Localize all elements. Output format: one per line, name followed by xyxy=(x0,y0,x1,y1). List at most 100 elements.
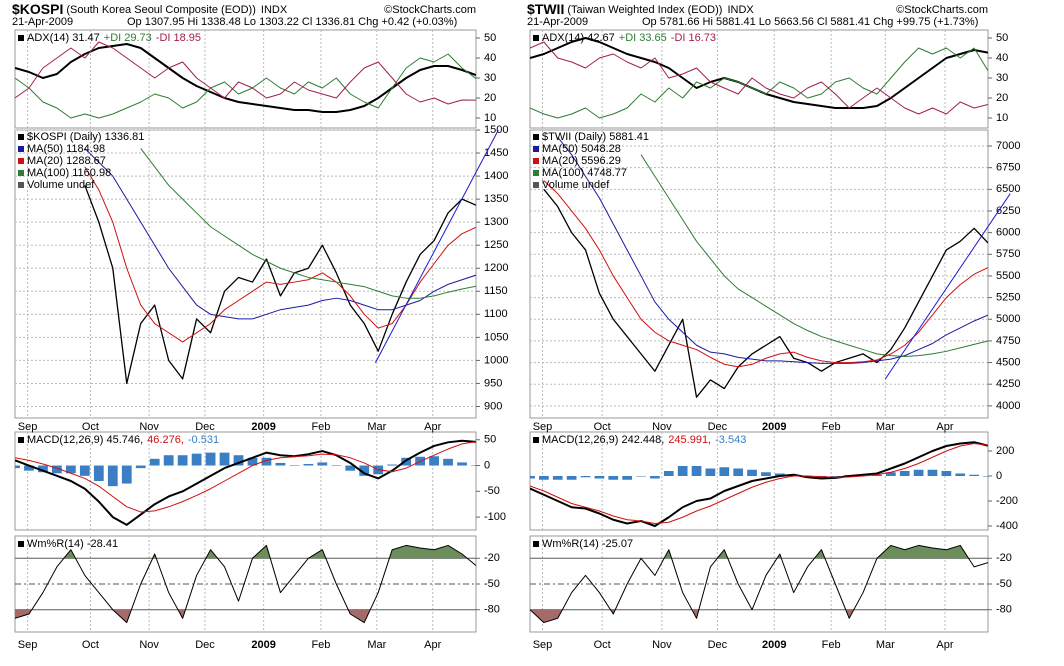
y-tick-label: 200 xyxy=(996,445,1014,457)
y-tick-label: 1450 xyxy=(484,147,508,159)
y-tick-label: 1000 xyxy=(484,354,508,366)
histogram-bar xyxy=(289,465,300,466)
legend: ADX(14) 42.67 +DI 33.65 -DI 16.73 xyxy=(542,32,716,44)
legend-entry: ADX(14) 31.47 xyxy=(27,32,100,44)
legend-entry: +DI 29.73 xyxy=(104,32,152,44)
histogram-bar xyxy=(733,468,744,476)
y-tick-label: -80 xyxy=(484,604,500,616)
legend-swatch xyxy=(18,182,24,188)
legend-swatch xyxy=(533,146,539,152)
panel-content xyxy=(84,148,476,385)
x-tick-label: Feb xyxy=(311,639,330,651)
legend-entry: MA(50) 5048.28 xyxy=(542,143,621,155)
series-line xyxy=(84,166,476,343)
series-line xyxy=(557,137,988,364)
histogram-bar xyxy=(761,472,771,476)
panel-content xyxy=(530,37,988,119)
histogram-bar xyxy=(163,455,174,466)
y-tick-label: 50 xyxy=(996,32,1008,44)
series-line xyxy=(640,154,988,358)
symbol: $KOSPI xyxy=(12,1,63,17)
histogram-bar xyxy=(566,476,577,480)
y-tick-label: -20 xyxy=(996,552,1012,564)
x-tick-label: Feb xyxy=(311,421,330,433)
legend-entry: $TWII (Daily) 5881.41 xyxy=(542,131,649,143)
legend-swatch xyxy=(18,170,24,176)
y-tick-label: 6000 xyxy=(996,227,1020,239)
y-tick-label: 0 xyxy=(484,459,490,471)
histogram-bar xyxy=(636,476,646,477)
histogram-bar xyxy=(247,457,258,466)
panel-frame xyxy=(14,431,477,531)
y-tick-label: -50 xyxy=(484,485,500,497)
y-tick-label: 900 xyxy=(484,400,502,412)
panel-content xyxy=(530,544,988,624)
x-tick-label: Nov xyxy=(652,421,672,433)
legend-swatch xyxy=(533,35,539,41)
x-tick-label: 2009 xyxy=(762,421,786,433)
date: 21-Apr-2009 xyxy=(12,16,73,28)
y-tick-label: 1150 xyxy=(484,285,508,297)
panel-content xyxy=(15,41,476,119)
trendline xyxy=(884,193,1011,380)
legend-entry: MA(50) 1184.98 xyxy=(27,143,105,155)
series-line xyxy=(15,53,476,119)
series-line xyxy=(530,47,988,119)
panel-frame xyxy=(529,431,989,531)
series-line xyxy=(84,148,476,320)
y-tick-label: 30 xyxy=(996,72,1008,84)
series-line xyxy=(84,185,476,385)
legend-swatch xyxy=(18,541,24,547)
histogram-bar xyxy=(955,473,966,476)
x-tick-label: Oct xyxy=(82,639,99,651)
index-name: (Taiwan Weighted Index (EOD)) xyxy=(567,4,722,16)
x-tick-label: Apr xyxy=(936,639,953,651)
histogram-bar xyxy=(191,453,202,466)
panel-frame xyxy=(529,129,989,419)
x-tick-label: Nov xyxy=(139,421,159,433)
legend-entry: $KOSPI (Daily) 1336.81 xyxy=(27,131,144,143)
series-line xyxy=(15,441,476,513)
histogram-bar xyxy=(705,468,716,476)
histogram-bar xyxy=(539,476,549,480)
legend-entry: MACD(12,26,9) 242.448, xyxy=(542,434,664,446)
x-tick-label: 2009 xyxy=(251,639,275,651)
series-line xyxy=(543,188,988,398)
x-tick-label: Dec xyxy=(708,421,728,433)
histogram-bar xyxy=(345,465,356,471)
x-tick-label: 2009 xyxy=(762,639,786,651)
y-tick-label: 1200 xyxy=(484,262,508,274)
histogram-bar xyxy=(471,465,476,467)
histogram-bar xyxy=(885,472,896,476)
histogram-bar xyxy=(677,466,688,476)
y-tick-label: 950 xyxy=(484,377,502,389)
x-tick-label: Sep xyxy=(18,639,38,651)
legend-entry: Volume undef xyxy=(27,179,95,191)
histogram-bar xyxy=(927,469,938,476)
panel-content xyxy=(530,441,988,527)
histogram-bar xyxy=(774,473,785,476)
legend-swatch xyxy=(18,437,24,443)
histogram-bar xyxy=(650,476,660,479)
panel-frame xyxy=(529,29,989,129)
oscillator-fill xyxy=(664,545,969,559)
y-tick-label: 40 xyxy=(996,52,1008,64)
histogram-bar xyxy=(317,462,328,466)
legend: MACD(12,26,9) 242.448, 245.991, -3.543 xyxy=(542,434,746,446)
y-tick-label: 4750 xyxy=(996,335,1020,347)
legend-swatch xyxy=(18,158,24,164)
y-tick-label: 50 xyxy=(484,32,496,44)
x-tick-label: Dec xyxy=(195,421,215,433)
histogram-bar xyxy=(79,465,90,476)
histogram-bar xyxy=(65,465,76,474)
y-tick-label: -20 xyxy=(484,552,500,564)
x-tick-label: Mar xyxy=(367,639,386,651)
series-line xyxy=(15,41,476,105)
x-tick-label: Nov xyxy=(139,639,159,651)
legend-entry: 245.991, xyxy=(668,434,711,446)
legend-swatch xyxy=(533,170,539,176)
histogram-bar xyxy=(38,465,48,473)
histogram-bar xyxy=(594,476,605,479)
histogram-bar xyxy=(135,465,146,469)
